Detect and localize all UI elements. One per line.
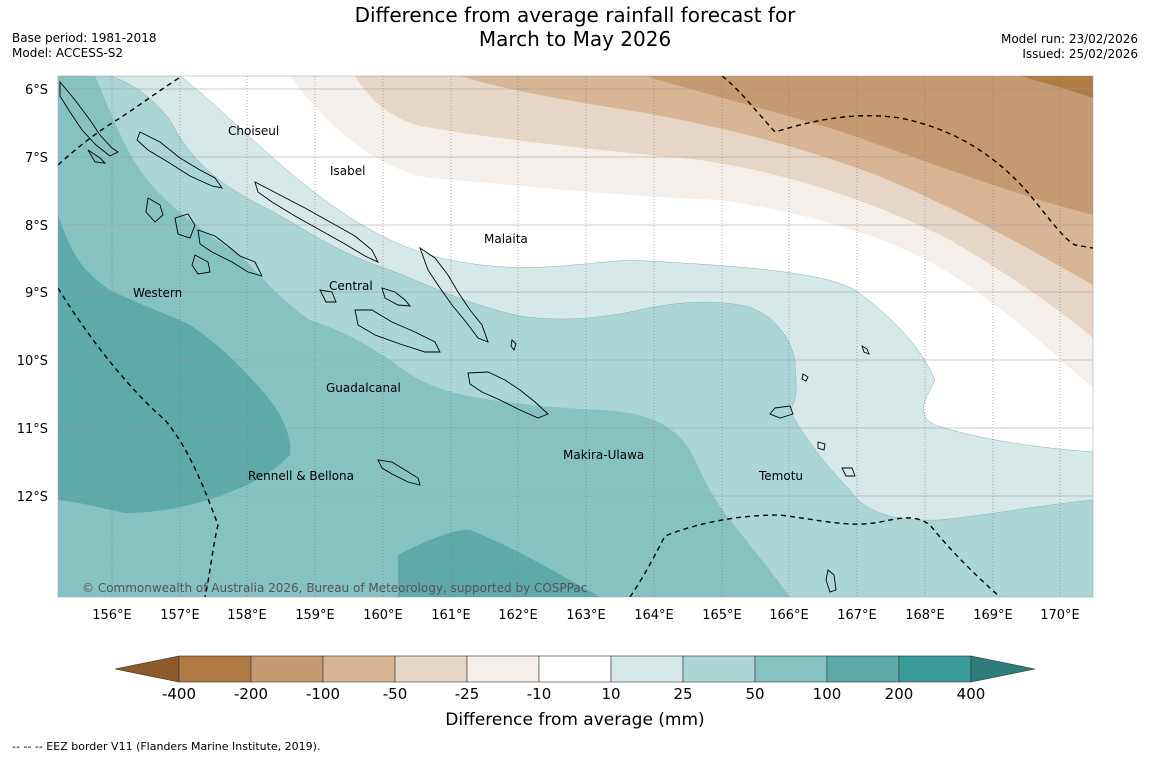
colorbar-segment [682, 655, 756, 683]
meta-right: Model run: 23/02/2026 Issued: 25/02/2026 [1001, 32, 1138, 62]
lat-label-12s: 12°S [17, 490, 48, 505]
lat-label-11s: 11°S [17, 422, 48, 437]
colorbar-tick: 25 [673, 685, 692, 703]
colorbar-tick: 10 [601, 685, 620, 703]
title-line-1: Difference from average rainfall forecas… [354, 3, 796, 27]
colorbar-tick: 400 [957, 685, 986, 703]
model-run: Model run: 23/02/2026 [1000, 32, 1138, 46]
region-label-isabel: Isabel [330, 164, 365, 178]
base-period: Base period: 1981-2018 [12, 31, 157, 45]
issued-date: Issued: 25/02/2026 [1022, 47, 1138, 61]
graticule-lat [58, 88, 1093, 497]
lat-label-8s: 8°S [25, 219, 48, 234]
title-line-2: March to May 2026 [478, 27, 672, 51]
colorbar-extend-high [970, 655, 1036, 683]
colorbar-segment [898, 655, 972, 683]
region-label-choiseul: Choiseul [228, 124, 279, 138]
band-minus-200-100 [645, 76, 1093, 215]
colorbar-segment [538, 655, 612, 683]
band-100-200-west [58, 215, 291, 513]
coastlines [59, 80, 870, 593]
region-label-makira-ulawa: Makira-Ulawa [563, 448, 644, 462]
colorbar-segment [178, 655, 252, 683]
colorbar-tick: -25 [455, 685, 480, 703]
lon-label-166e: 166°E [769, 608, 809, 623]
lon-label-168e: 168°E [905, 608, 945, 623]
lat-label-6s: 6°S [25, 83, 48, 98]
region-label-malaita: Malaita [484, 232, 528, 246]
lon-label-157e: 157°E [160, 608, 200, 623]
band-100-200-south [398, 529, 600, 597]
region-label-western: Western [133, 286, 182, 300]
eez-footnote: -- -- -- EEZ border V11 (Flanders Marine… [12, 740, 321, 753]
lon-label-170e: 170°E [1040, 608, 1080, 623]
lon-label-165e: 165°E [702, 608, 742, 623]
region-label-rennell-bellona: Rennell & Bellona [248, 469, 354, 483]
lon-label-156e: 156°E [92, 608, 132, 623]
colorbar-segment [826, 655, 900, 683]
copyright-note: © Commonwealth of Australia 2026, Bureau… [82, 581, 587, 595]
lon-label-159e: 159°E [295, 608, 335, 623]
colorbar-tick: -100 [306, 685, 340, 703]
colorbar-tick: -400 [162, 685, 196, 703]
colorbar-tick: -10 [527, 685, 552, 703]
lat-label-9s: 9°S [25, 286, 48, 301]
colorbar-segment [322, 655, 396, 683]
map-area [58, 76, 1093, 597]
colorbar [114, 655, 1036, 683]
lon-label-160e: 160°E [363, 608, 403, 623]
lon-labels: 156°E 157°E 158°E 159°E 160°E 161°E 162°… [92, 608, 1080, 623]
colorbar-tick: 50 [745, 685, 764, 703]
lat-label-10s: 10°S [17, 354, 48, 369]
region-label-temotu: Temotu [758, 469, 803, 483]
colorbar-tick: 200 [885, 685, 914, 703]
colorbar-segment [394, 655, 468, 683]
lon-label-167e: 167°E [837, 608, 877, 623]
lon-label-161e: 161°E [431, 608, 471, 623]
colorbar-tick: 100 [813, 685, 842, 703]
band-minus-400-200 [1020, 76, 1093, 98]
colorbar-segment [250, 655, 324, 683]
model-name: Model: ACCESS-S2 [12, 46, 124, 60]
lon-label-163e: 163°E [566, 608, 606, 623]
colorbar-tick: -50 [383, 685, 408, 703]
colorbar-ticks: -400 -200 -100 -50 -25 -10 10 25 50 100 … [162, 685, 985, 730]
colorbar-segment [466, 655, 540, 683]
colorbar-tick: -200 [234, 685, 268, 703]
colorbar-segment [610, 655, 684, 683]
colorbar-extend-low [114, 655, 180, 683]
region-label-central: Central [329, 279, 373, 293]
map-frame [57, 75, 1094, 598]
colorbar-segment [754, 655, 828, 683]
map-title: Difference from average rainfall forecas… [0, 3, 1150, 51]
lon-label-169e: 169°E [973, 608, 1013, 623]
colorbar-title: Difference from average (mm) [445, 710, 704, 730]
meta-left: Base period: 1981-2018 Model: ACCESS-S2 [12, 31, 157, 61]
lon-label-158e: 158°E [227, 608, 267, 623]
lon-label-162e: 162°E [498, 608, 538, 623]
lat-label-7s: 7°S [25, 151, 48, 166]
region-label-guadalcanal: Guadalcanal [326, 381, 401, 395]
eez-borders [58, 76, 1093, 597]
lon-label-164e: 164°E [634, 608, 674, 623]
